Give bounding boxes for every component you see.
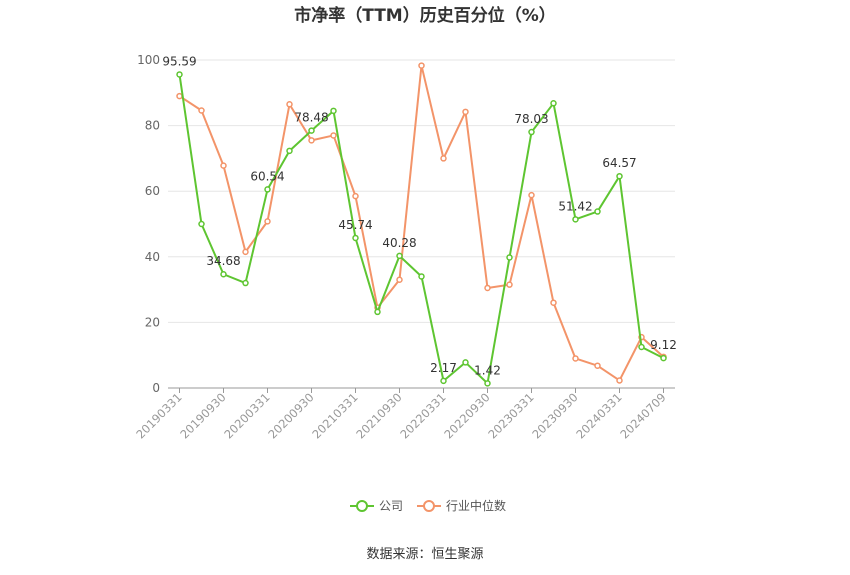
data-point — [572, 355, 579, 362]
y-axis: 0 20 40 60 80 100 — [137, 53, 160, 395]
data-point — [220, 162, 227, 169]
data-point — [594, 362, 601, 369]
x-tick-label: 20220331 — [397, 390, 448, 441]
data-point — [418, 273, 425, 280]
data-point — [550, 299, 557, 306]
data-point — [440, 377, 447, 385]
data-label: 78.03 — [514, 112, 548, 126]
data-point — [660, 354, 667, 362]
data-point — [616, 377, 623, 384]
data-point — [462, 359, 469, 366]
data-point — [264, 186, 271, 193]
x-tick-label: 20200331 — [221, 390, 272, 441]
data-point — [484, 284, 491, 292]
data-point — [352, 234, 359, 242]
data-point — [286, 101, 293, 108]
x-tick-label: 20240331 — [573, 390, 624, 441]
data-point — [506, 254, 513, 261]
data-label: 9.12 — [650, 338, 677, 352]
data-point — [330, 132, 337, 139]
x-axis: 2019033120190930202003312020093020210331… — [133, 387, 675, 442]
data-point — [572, 216, 579, 223]
data-point — [352, 192, 359, 200]
series-line — [178, 64, 665, 382]
data-point — [506, 281, 513, 288]
data-point — [308, 127, 315, 134]
data-point — [616, 172, 623, 180]
data-label: 51.42 — [558, 199, 592, 213]
data-point — [264, 218, 271, 225]
data-label: 45.74 — [338, 218, 372, 232]
y-tick-label: 60 — [145, 184, 160, 198]
x-tick-label: 20230331 — [485, 390, 536, 441]
legend-marker — [356, 500, 368, 512]
data-label: 60.54 — [250, 169, 284, 183]
legend-label: 公司 — [379, 499, 403, 513]
data-label: 64.57 — [602, 156, 636, 170]
y-tick-label: 20 — [145, 315, 160, 329]
x-tick-label: 20200930 — [265, 390, 316, 441]
data-source: 数据来源：恒生聚源 — [366, 547, 483, 562]
data-point — [198, 220, 205, 228]
data-point — [528, 191, 535, 199]
data-point — [220, 270, 227, 278]
legend-item-company[interactable]: 公司 — [350, 499, 403, 513]
data-label: 34.68 — [206, 254, 240, 268]
data-point — [418, 62, 425, 69]
x-tick-label: 20230930 — [529, 390, 580, 441]
y-tick-label: 0 — [152, 381, 160, 395]
data-label: 1.42 — [474, 363, 501, 377]
data-point — [330, 107, 337, 115]
data-point — [484, 380, 491, 387]
y-tick-label: 40 — [145, 250, 160, 264]
legend-marker — [423, 500, 435, 512]
data-point — [594, 208, 601, 215]
data-point — [242, 279, 249, 287]
legend[interactable]: 公司 行业中位数 — [350, 498, 506, 513]
data-point — [550, 100, 557, 107]
data-point — [374, 308, 381, 316]
data-label: 95.59 — [162, 54, 196, 68]
series-line — [178, 74, 664, 385]
x-tick-label: 20220930 — [441, 390, 492, 441]
data-point — [638, 343, 645, 351]
series-industry-median — [176, 62, 667, 384]
x-tick-label: 20190331 — [133, 390, 184, 441]
data-label: 78.48 — [294, 111, 328, 125]
data-point — [462, 108, 469, 116]
data-label: 2.17 — [430, 361, 457, 375]
series-layer — [176, 62, 667, 387]
data-labels: 95.59 34.68 60.54 78.48 45.74 40.28 2.17 1.42 78… — [162, 54, 677, 377]
data-point — [440, 155, 447, 162]
x-tick-label: 20210930 — [353, 390, 404, 441]
series-company — [176, 71, 667, 387]
x-tick-label: 20210331 — [309, 390, 360, 441]
data-point — [308, 137, 315, 144]
data-point — [396, 276, 403, 284]
x-tick-label: 20190930 — [177, 390, 228, 441]
data-point — [176, 92, 183, 100]
data-point — [286, 147, 293, 155]
y-tick-label: 80 — [145, 119, 160, 133]
data-point — [396, 252, 403, 260]
data-point — [528, 128, 535, 136]
legend-item-industry-median[interactable]: 行业中位数 — [417, 498, 506, 513]
legend-label: 行业中位数 — [446, 498, 506, 513]
data-point — [198, 107, 205, 114]
data-label: 40.28 — [382, 236, 416, 250]
x-tick-label: 20240709 — [617, 390, 668, 441]
y-tick-label: 100 — [137, 53, 160, 67]
data-point — [176, 71, 183, 78]
chart-title: 市净率（TTM）历史百分位（%） — [294, 5, 556, 26]
data-point — [242, 248, 249, 256]
